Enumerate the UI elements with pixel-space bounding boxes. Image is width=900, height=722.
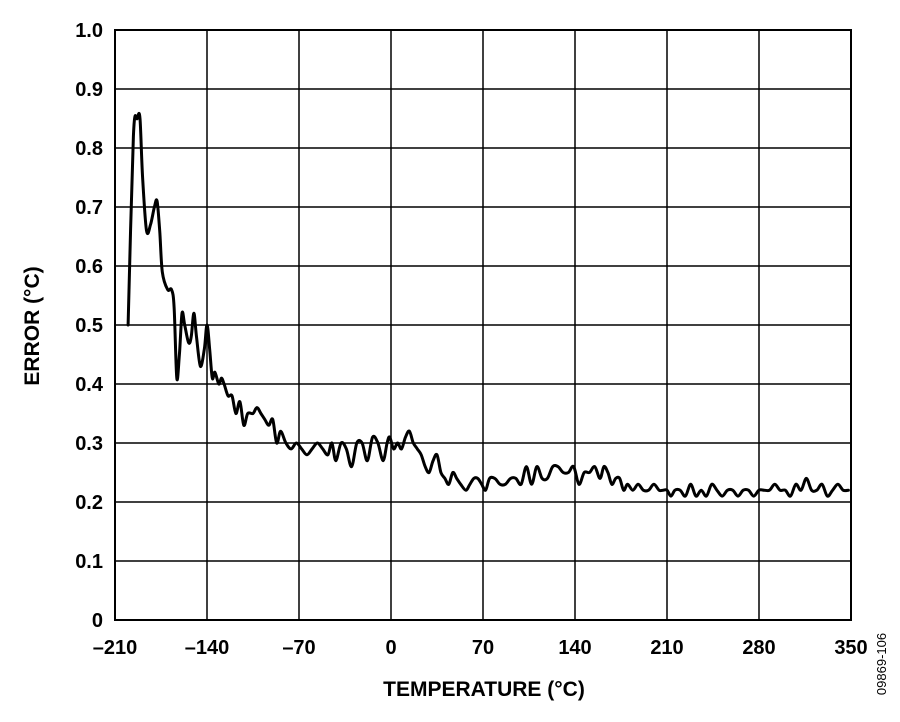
y-tick-label: 0.6	[75, 256, 103, 278]
y-tick-label: 1.0	[75, 20, 103, 42]
y-tick-label: 0.7	[75, 197, 103, 219]
y-tick-labels: 0 0.1 0.2 0.3 0.4 0.5 0.6 0.7 0.8 0.9 1.0	[75, 20, 104, 632]
x-axis-label: TEMPERATURE (°C)	[383, 678, 585, 701]
y-axis-label: ERROR (°C)	[21, 266, 44, 385]
y-tick-label: 0.8	[75, 138, 103, 160]
error-series-line	[126, 111, 850, 498]
plot-frame	[114, 29, 852, 621]
y-tick-label: 0.4	[75, 374, 104, 396]
x-tick-label: –140	[185, 637, 230, 659]
x-tick-label: –70	[282, 637, 315, 659]
y-tick-label: 0.3	[75, 433, 103, 455]
y-tick-label: 0.5	[75, 315, 103, 337]
x-tick-label: 0	[385, 637, 396, 659]
series-layer	[126, 111, 850, 498]
x-tick-label: 350	[834, 637, 867, 659]
x-tick-label: 280	[742, 637, 775, 659]
grid-lines	[114, 29, 852, 621]
y-tick-label: 0	[92, 610, 103, 632]
y-tick-label: 0.1	[75, 551, 103, 573]
x-tick-label: 210	[650, 637, 683, 659]
y-tick-label: 0.9	[75, 79, 103, 101]
x-tick-label: 140	[558, 637, 591, 659]
figure-code: 09869-106	[874, 633, 889, 695]
y-tick-label: 0.2	[75, 492, 103, 514]
x-tick-label: 70	[472, 637, 494, 659]
x-tick-label: –210	[93, 637, 138, 659]
x-tick-labels: –210 –140 –70 0 70 140 210 280 350	[93, 637, 868, 659]
